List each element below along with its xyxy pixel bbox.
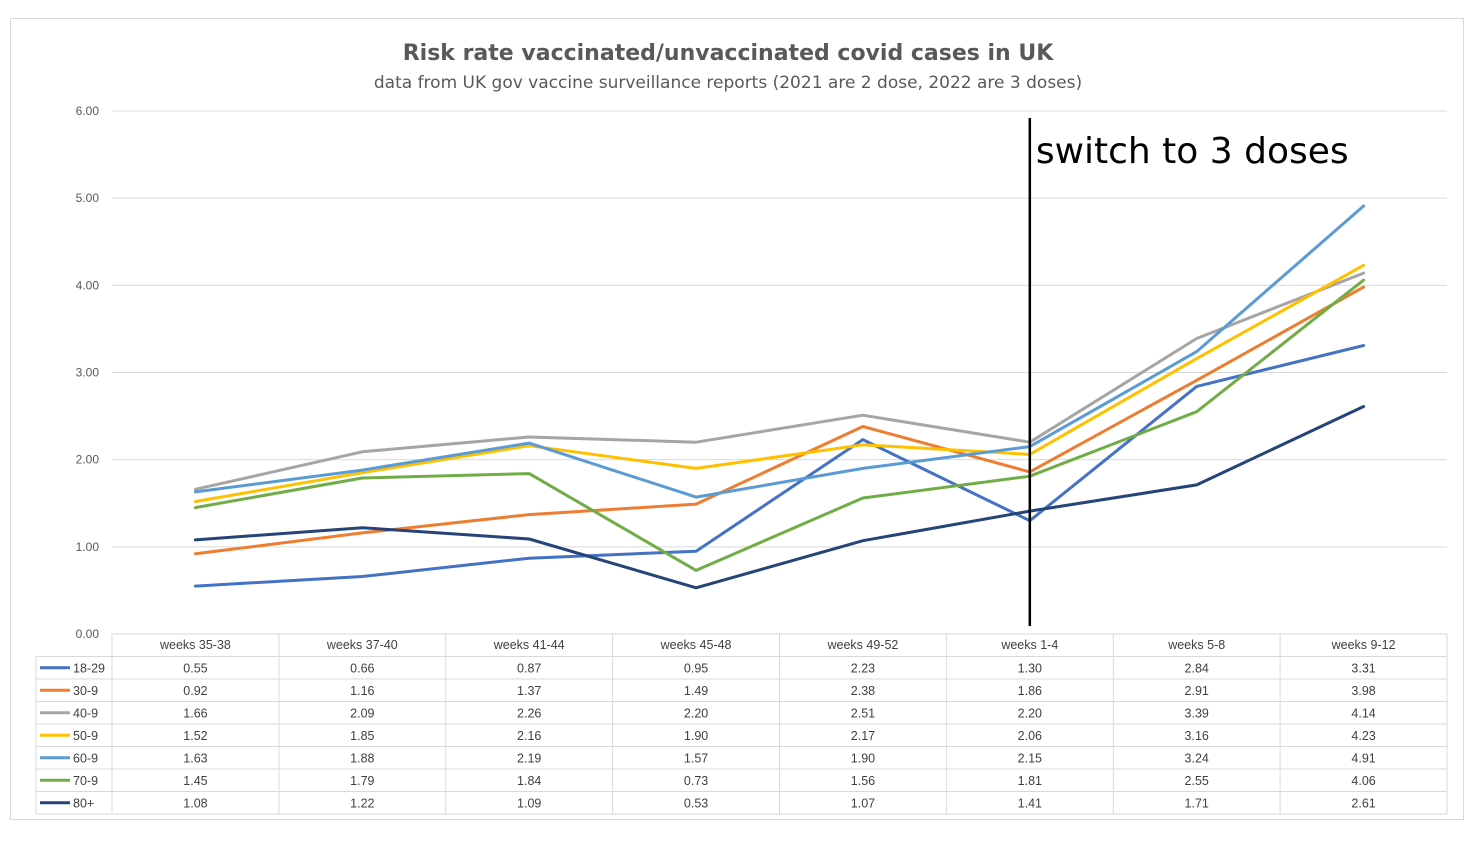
table-cell: 2.38 [851,684,875,698]
series-line-18-29 [193,344,1366,588]
table-cell: 3.16 [1185,729,1209,743]
table-cell: 1.09 [517,796,541,810]
chart-subtitle: data from UK gov vaccine surveillance re… [374,73,1082,93]
table-cell: 0.73 [684,774,708,788]
table-cell: 2.19 [517,751,541,765]
table-cell: 2.91 [1185,684,1209,698]
table-cell: 4.14 [1351,706,1375,720]
table-cell: 2.06 [1018,729,1042,743]
y-tick-label: 0.00 [76,627,100,641]
table-cell: 3.24 [1185,751,1209,765]
table-cell: 0.66 [350,661,374,675]
table-cell: 1.41 [1018,796,1042,810]
table-cell: 3.98 [1351,684,1375,698]
chart-title: Risk rate vaccinated/unvaccinated covid … [403,41,1055,66]
legend-label: 30-9 [73,684,98,698]
legend-label: 40-9 [73,706,98,720]
series-line-70-9 [193,278,1366,572]
table-cell: 2.55 [1185,774,1209,788]
table-cell: 0.92 [183,684,207,698]
table-cell: 2.61 [1351,796,1375,810]
dose-switch-annotation: switch to 3 doses [1028,118,1349,626]
series-line-50-9 [193,263,1366,503]
table-cell: 1.30 [1018,661,1042,675]
chart-frame [10,18,1464,820]
y-tick-label: 6.00 [76,104,100,118]
table-cell: 4.23 [1351,729,1375,743]
y-tick-label: 1.00 [76,540,100,554]
x-category-label: weeks 37-40 [326,638,398,652]
legend-label: 70-9 [73,774,98,788]
table-cell: 1.49 [684,684,708,698]
table-cell: 4.91 [1351,751,1375,765]
y-axis-ticks: 0.00 1.00 2.00 3.00 4.00 5.00 6.00 [76,104,100,641]
table-cell: 2.15 [1018,751,1042,765]
table-cell: 1.86 [1018,684,1042,698]
table-cell: 1.37 [517,684,541,698]
series-line-30-9 [193,285,1366,556]
table-cell: 2.16 [517,729,541,743]
x-category-label: weeks 45-48 [660,638,732,652]
table-cell: 2.26 [517,706,541,720]
table-cell: 0.53 [684,796,708,810]
table-cell: 0.87 [517,661,541,675]
legend-label: 60-9 [73,751,98,765]
table-cell: 1.22 [350,796,374,810]
table-cell: 1.90 [684,729,708,743]
series-line-40-9 [193,271,1366,491]
table-cell: 1.07 [851,796,875,810]
table-cell: 1.16 [350,684,374,698]
series-lines [193,204,1366,590]
dose-switch-label: switch to 3 doses [1036,131,1349,172]
table-cell: 2.20 [1018,706,1042,720]
x-category-label: weeks 49-52 [827,638,899,652]
table-cell: 4.06 [1351,774,1375,788]
table-cell: 0.95 [684,661,708,675]
gridlines [112,110,1447,548]
x-category-label: weeks 41-44 [493,638,565,652]
table-cell: 2.51 [851,706,875,720]
table-cell: 3.39 [1185,706,1209,720]
table-cell: 2.20 [684,706,708,720]
legend-label: 80+ [73,796,94,810]
x-category-label: weeks 1-4 [1000,638,1058,652]
table-cell: 1.57 [684,751,708,765]
table-cell: 3.31 [1351,661,1375,675]
x-category-label: weeks 9-12 [1331,638,1396,652]
table-cell: 1.08 [183,796,207,810]
table-cell: 1.63 [183,751,207,765]
legend-label: 18-29 [73,661,105,675]
table-cell: 2.17 [851,729,875,743]
table-cell: 1.79 [350,774,374,788]
table-cell: 1.90 [851,751,875,765]
y-tick-label: 5.00 [76,191,100,205]
y-tick-label: 3.00 [76,366,100,380]
table-cell: 1.84 [517,774,541,788]
series-line-80+ [193,405,1366,590]
table-cell: 1.81 [1018,774,1042,788]
table-cell: 1.66 [183,706,207,720]
y-tick-label: 4.00 [76,278,100,292]
series-line-60-9 [193,204,1366,499]
data-table: weeks 35-38 weeks 37-40 weeks 41-44 weeks 4… [35,633,1448,815]
y-tick-label: 2.00 [76,453,100,467]
table-cell: 1.88 [350,751,374,765]
x-category-label: weeks 5-8 [1167,638,1225,652]
table-cell: 0.55 [183,661,207,675]
table-cell: 1.56 [851,774,875,788]
table-cell: 2.84 [1185,661,1209,675]
table-cell: 2.09 [350,706,374,720]
table-cell: 2.23 [851,661,875,675]
table-cell: 1.71 [1185,796,1209,810]
table-cell: 1.85 [350,729,374,743]
x-category-label: weeks 35-38 [159,638,231,652]
table-cell: 1.45 [183,774,207,788]
legend-label: 50-9 [73,729,98,743]
table-cell: 1.52 [183,729,207,743]
